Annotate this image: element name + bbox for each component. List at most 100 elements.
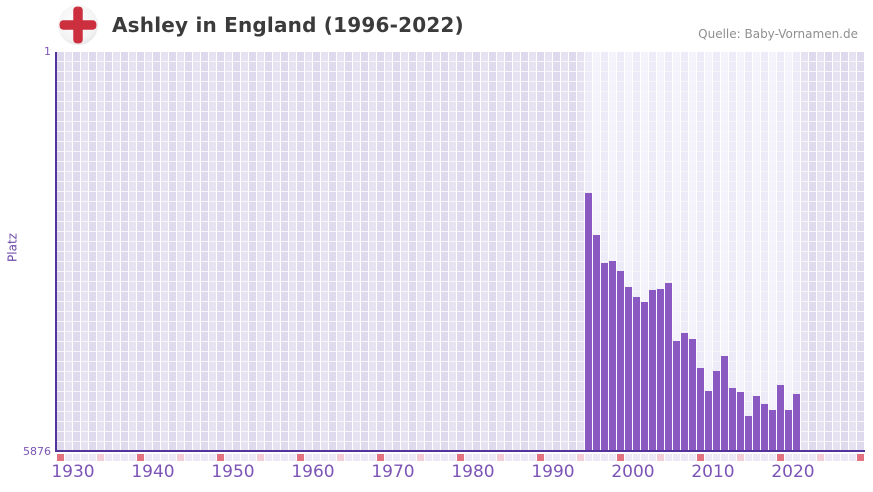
grid-column (273, 52, 280, 452)
x-axis-label-1940: 1940 (131, 462, 175, 482)
x-tick-decade (537, 454, 544, 461)
grid-column (713, 52, 720, 452)
grid-column (545, 52, 552, 452)
grid-column (601, 52, 608, 452)
grid-column (577, 52, 584, 452)
grid-column (281, 52, 288, 452)
x-tick (289, 454, 296, 461)
bar-2017[interactable] (753, 396, 760, 452)
bar-2012[interactable] (713, 371, 720, 452)
bar-2008[interactable] (681, 333, 688, 452)
grid-column (513, 52, 520, 452)
x-tick-half-decade (177, 454, 184, 461)
x-tick (409, 454, 416, 461)
bar-1996[interactable] (585, 193, 592, 452)
bar-2004[interactable] (649, 290, 656, 452)
grid-column (673, 52, 680, 452)
bar-2003[interactable] (641, 301, 648, 452)
bar-2018[interactable] (761, 403, 768, 452)
x-tick (665, 454, 672, 461)
bar-2016[interactable] (745, 416, 752, 452)
x-tick (833, 454, 840, 461)
x-tick (801, 454, 808, 461)
bar-1998[interactable] (601, 262, 608, 452)
bar-2020[interactable] (777, 384, 784, 452)
x-axis-label-1950: 1950 (211, 462, 255, 482)
x-tick-half-decade (257, 454, 264, 461)
grid-column (241, 52, 248, 452)
x-tick (145, 454, 152, 461)
grid-column (153, 52, 160, 452)
grid-column (481, 52, 488, 452)
x-tick-half-decade (337, 454, 344, 461)
bar-1999[interactable] (609, 260, 616, 452)
grid-column (161, 52, 168, 452)
bar-2009[interactable] (689, 338, 696, 452)
source-credit: Quelle: Baby-Vornamen.de (698, 27, 858, 41)
grid-column (313, 52, 320, 452)
bar-2002[interactable] (633, 297, 640, 452)
bar-2011[interactable] (705, 390, 712, 452)
grid-column (633, 52, 640, 452)
x-axis-line (57, 450, 865, 452)
x-tick (601, 454, 608, 461)
x-axis-label-1930: 1930 (51, 462, 95, 482)
grid-column (265, 52, 272, 452)
x-tick (561, 454, 568, 461)
x-tick-half-decade (577, 454, 584, 461)
bar-2001[interactable] (625, 286, 632, 452)
x-tick (393, 454, 400, 461)
x-tick (281, 454, 288, 461)
x-tick (521, 454, 528, 461)
x-tick (129, 454, 136, 461)
grid-column (81, 52, 88, 452)
bar-2015[interactable] (737, 392, 744, 452)
grid-column (705, 52, 712, 452)
grid-column (353, 52, 360, 452)
grid-column (681, 52, 688, 452)
x-tick (65, 454, 72, 461)
x-tick (353, 454, 360, 461)
x-tick (705, 454, 712, 461)
x-tick-half-decade (497, 454, 504, 461)
grid-column (193, 52, 200, 452)
bar-2013[interactable] (721, 356, 728, 452)
bar-2006[interactable] (665, 283, 672, 452)
grid-column (769, 52, 776, 452)
x-tick (633, 454, 640, 461)
bar-2005[interactable] (657, 288, 664, 452)
grid-column (145, 52, 152, 452)
bar-2000[interactable] (617, 270, 624, 452)
x-tick (441, 454, 448, 461)
x-tick (73, 454, 80, 461)
bar-2021[interactable] (785, 409, 792, 452)
x-tick (809, 454, 816, 461)
x-tick (769, 454, 776, 461)
x-tick (489, 454, 496, 461)
x-tick (329, 454, 336, 461)
x-tick (449, 454, 456, 461)
x-tick (193, 454, 200, 461)
grid-column (833, 52, 840, 452)
bar-2022[interactable] (793, 393, 800, 452)
bar-1997[interactable] (593, 235, 600, 452)
grid-column (433, 52, 440, 452)
y-axis-min-label: 5876 (23, 445, 51, 458)
x-tick (345, 454, 352, 461)
grid-column (537, 52, 544, 452)
x-tick (569, 454, 576, 461)
x-tick (529, 454, 536, 461)
x-tick (553, 454, 560, 461)
x-tick (745, 454, 752, 461)
x-tick-decade (617, 454, 624, 461)
grid-column (649, 52, 656, 452)
bar-2007[interactable] (673, 341, 680, 452)
grid-column (529, 52, 536, 452)
bar-2014[interactable] (729, 387, 736, 452)
bar-2010[interactable] (697, 367, 704, 452)
bar-2019[interactable] (769, 410, 776, 452)
x-tick (641, 454, 648, 461)
x-tick-decade (377, 454, 384, 461)
grid-column (449, 52, 456, 452)
